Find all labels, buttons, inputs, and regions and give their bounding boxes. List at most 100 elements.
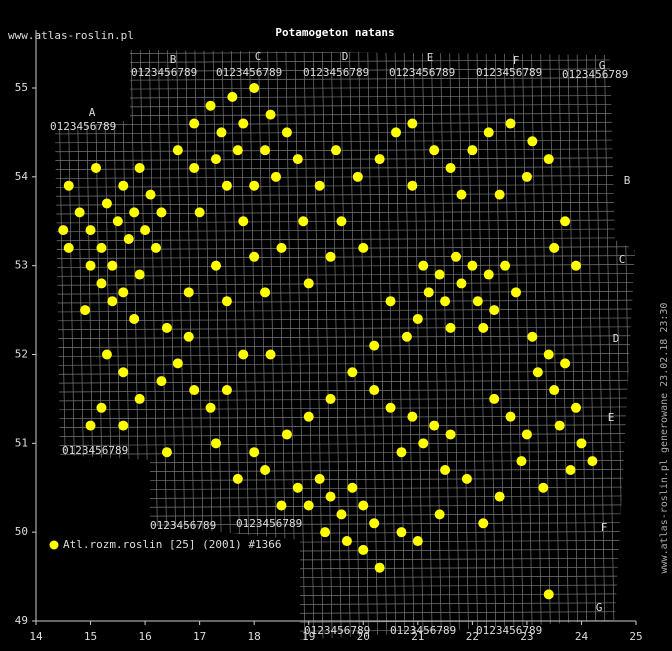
record-dot <box>483 127 494 138</box>
grid-cell-line <box>55 290 635 295</box>
grid-cell-line <box>40 42 640 45</box>
grid-cell-line <box>55 50 635 55</box>
record-dot <box>478 322 489 333</box>
y-tick-label: 54 <box>15 170 29 183</box>
record-dot <box>549 242 560 253</box>
record-dot <box>276 242 287 253</box>
record-dot <box>565 464 576 475</box>
record-dot <box>85 260 96 271</box>
record-dot <box>429 145 440 156</box>
grid-letter: E <box>427 51 434 64</box>
grid-cell-line <box>55 112 635 117</box>
y-tick-label: 53 <box>15 259 28 272</box>
record-dot <box>325 393 336 404</box>
record-dot <box>292 154 303 165</box>
record-dot <box>440 464 451 475</box>
record-dot <box>412 536 423 547</box>
record-dot <box>434 509 445 520</box>
grid-cell-line <box>576 50 588 640</box>
grid-cell-line <box>55 59 635 64</box>
record-dot <box>238 216 249 227</box>
grid-cell-line <box>55 175 635 179</box>
record-dot <box>478 518 489 529</box>
record-dot <box>418 260 429 271</box>
grid-digits: 0123456789 <box>303 66 369 79</box>
record-dot <box>456 189 467 200</box>
record-dot <box>445 162 456 173</box>
map-title: Potamogeton natans <box>275 26 394 39</box>
grid-cell-line <box>622 50 633 640</box>
x-tick-label: 14 <box>29 630 43 643</box>
x-tick-label: 19 <box>302 630 315 643</box>
record-dot <box>549 385 560 396</box>
grid-cell-line <box>55 406 635 411</box>
record-dot <box>352 171 363 182</box>
record-dot <box>58 225 69 236</box>
legend-label: Atl.rozm.roslin [25] (2001) #1366 <box>63 538 282 551</box>
record-dot <box>587 456 598 467</box>
record-dot <box>107 260 118 271</box>
record-dot <box>156 376 167 387</box>
grid-cell-line <box>55 522 635 526</box>
record-dot <box>205 402 216 413</box>
record-dot <box>145 189 156 200</box>
record-dot <box>407 180 418 191</box>
x-tick-label: 24 <box>575 630 589 643</box>
grid-cell-line <box>55 353 635 357</box>
record-dot <box>429 420 440 431</box>
grid-cell-line <box>449 50 460 640</box>
grid-cell-line <box>321 50 333 640</box>
record-dot <box>118 287 129 298</box>
grid-letter: E <box>608 411 615 424</box>
record-dot <box>232 145 243 156</box>
record-dot <box>303 278 314 289</box>
x-tick-label: 21 <box>411 630 424 643</box>
record-dot <box>325 251 336 262</box>
record-dot <box>440 296 451 307</box>
grid-cell-line <box>55 370 635 375</box>
grid-digits: 0123456789 <box>150 519 216 532</box>
record-dot <box>221 296 232 307</box>
grid-cell-line <box>55 237 635 242</box>
grid-cell-line <box>55 468 635 473</box>
grid-cell-line <box>55 504 635 509</box>
grid-digits: 0123456789 <box>304 624 370 637</box>
record-dot <box>265 109 276 120</box>
grid-letter: F <box>601 521 608 534</box>
grid-cell-line <box>503 50 515 640</box>
grid-cell-line <box>55 433 635 437</box>
grid-cell-line <box>40 40 50 640</box>
x-tick-label: 15 <box>84 630 97 643</box>
record-dot <box>260 145 271 156</box>
grid-cell-line <box>55 415 635 420</box>
grid-cell-line <box>55 299 635 304</box>
grid-cell-line <box>412 50 424 640</box>
record-dot <box>467 260 478 271</box>
record-dot <box>156 207 167 218</box>
record-dot <box>385 296 396 307</box>
record-dot <box>292 482 303 493</box>
x-tick-label: 17 <box>193 630 206 643</box>
record-dot <box>538 482 549 493</box>
grid-letter: C <box>255 50 262 63</box>
x-tick-label: 16 <box>138 630 151 643</box>
record-dot <box>336 216 347 227</box>
grid-cell-line <box>476 50 488 640</box>
record-dot <box>161 322 172 333</box>
grid-cell-line <box>376 50 388 640</box>
grid-cell-line <box>55 388 635 393</box>
record-dot <box>211 438 221 449</box>
record-dot <box>134 393 145 404</box>
grid-cell-line <box>430 50 442 640</box>
record-dot <box>527 331 538 342</box>
record-dot <box>260 464 271 475</box>
record-dot <box>232 473 243 484</box>
grid-cell-line <box>55 139 635 144</box>
record-dot <box>107 296 118 307</box>
grid-letter: C <box>619 253 626 266</box>
grid-cell-line <box>55 308 635 313</box>
record-dot <box>511 287 521 298</box>
record-dot <box>391 127 401 138</box>
record-dot <box>576 438 587 449</box>
